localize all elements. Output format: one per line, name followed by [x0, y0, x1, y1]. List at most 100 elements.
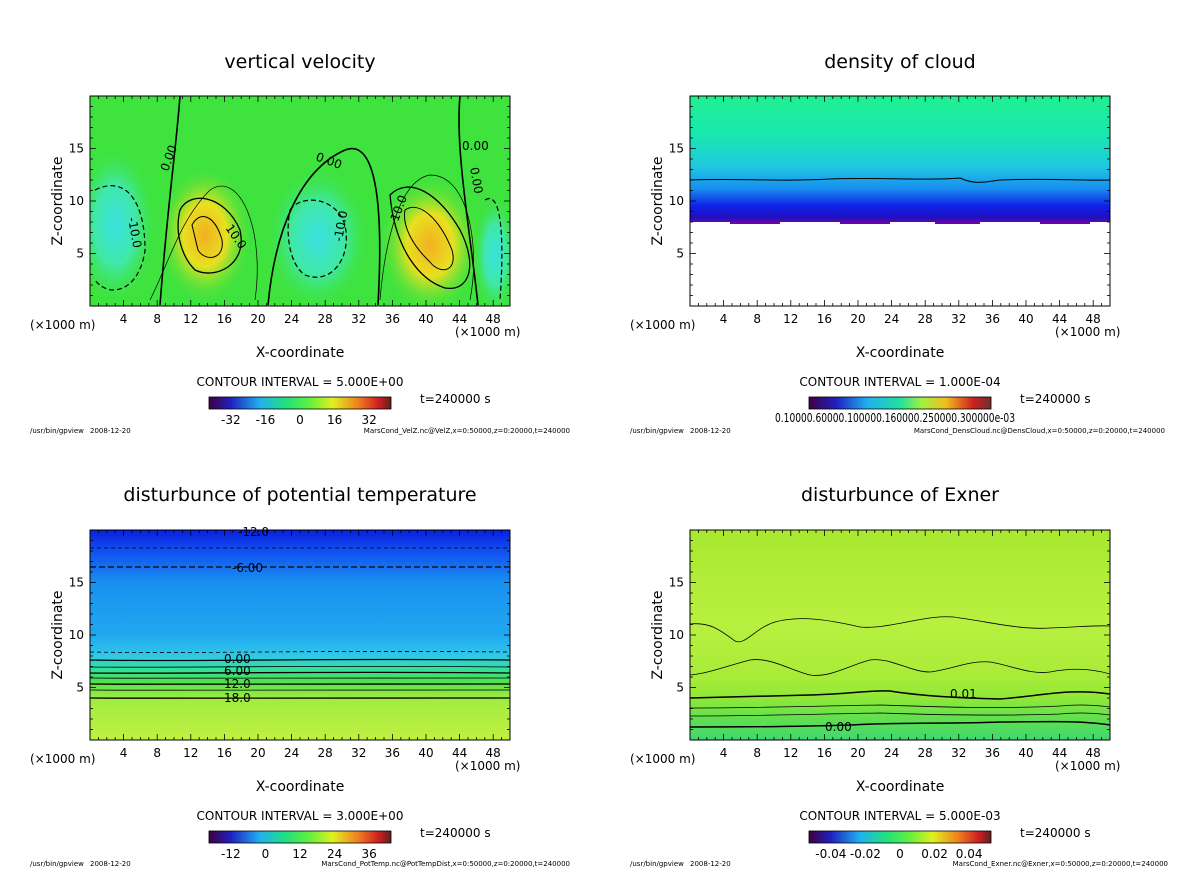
x-unit-right: (×1000 m): [455, 325, 520, 339]
colorbar-tick-label: -32: [221, 413, 241, 427]
contour-label: 6.00: [224, 664, 251, 678]
x-tick-label: 28: [918, 746, 933, 760]
x-tick-label: 32: [351, 312, 366, 326]
colorbar-tick-label: 0: [262, 847, 270, 861]
colorbar-ticks: -32 -16 0 16 32: [221, 413, 377, 427]
x-unit-right: (×1000 m): [455, 759, 520, 773]
x-tick-label: 28: [918, 312, 933, 326]
y-tick-label: 15: [69, 142, 84, 156]
colorbar-tick-label: -0.04: [815, 847, 846, 861]
time-label: t=240000 s: [1020, 392, 1091, 406]
contour-label: 0.00: [224, 652, 251, 666]
x-tick-label: 36: [385, 312, 400, 326]
colorbar-ticks: -12 0 12 24 36: [221, 847, 377, 861]
x-tick-label: 12: [183, 312, 198, 326]
colorbar-tick-label: 32: [362, 413, 377, 427]
y-tick-label: 5: [676, 681, 684, 695]
app-path: /usr/bin/gpview: [630, 860, 684, 868]
x-tick-label: 28: [318, 312, 333, 326]
colorbar-tick-label: 0.02: [921, 847, 948, 861]
x-tick-label: 4: [120, 312, 128, 326]
colorbar-tick-label: 0.04: [956, 847, 983, 861]
chart-title: disturbunce of potential temperature: [123, 484, 476, 506]
colorbar-tick-label: 0: [896, 847, 904, 861]
x-unit-right: (×1000 m): [1055, 759, 1120, 773]
date: 2008-12-20: [690, 427, 731, 435]
x-tick-label: 32: [351, 746, 366, 760]
footer-source: MarsCond_Exner.nc@Exner,x=0:50000,z=0:20…: [953, 860, 1168, 868]
contour-label: 0.00: [462, 139, 489, 153]
footer-source: MarsCond_PotTemp.nc@PotTempDist,x=0:5000…: [321, 860, 570, 868]
x-tick-label: 4: [720, 746, 728, 760]
x-tick-label: 44: [452, 312, 467, 326]
x-tick-label: 24: [884, 746, 899, 760]
x-tick-label: 16: [217, 746, 232, 760]
footer-source: MarsCond_DensCloud.nc@DensCloud,x=0:5000…: [914, 427, 1165, 435]
y-tick-label: 15: [669, 142, 684, 156]
y-tick-label: 10: [69, 194, 84, 208]
x-unit-left: (×1000 m): [30, 318, 95, 332]
panel-vertical-velocity: 0.00 0.00 0.00 0.00 10.0 10.0 -10.0 -10.…: [30, 51, 570, 435]
contour-label: 0.01: [950, 687, 977, 701]
y-axis-label: Z-coordinate: [650, 590, 666, 679]
colorbar-ticks: -0.04 -0.02 0 0.02 0.04: [815, 847, 982, 861]
x-tick-label: 40: [418, 746, 433, 760]
contour-interval: CONTOUR INTERVAL = 3.000E+00: [197, 809, 404, 823]
y-tick-label: 10: [69, 628, 84, 642]
x-tick-label: 8: [153, 746, 161, 760]
field-exner: [690, 530, 1110, 740]
x-tick-label: 4: [120, 746, 128, 760]
x-unit-right: (×1000 m): [1055, 325, 1120, 339]
panel-potential-temperature: -12.0 -6.00 0.00 6.00 12.0 18.0 4 8 12 16 20…: [30, 484, 570, 868]
colorbar-tick-label: 0: [296, 413, 304, 427]
x-tick-label: 8: [753, 746, 761, 760]
chart-title: vertical velocity: [224, 51, 375, 73]
y-axis-label: Z-coordinate: [50, 590, 66, 679]
x-tick-label: 12: [783, 312, 798, 326]
chart-title: disturbunce of Exner: [801, 484, 999, 506]
colorbar: [208, 830, 392, 844]
y-tick-label: 10: [669, 628, 684, 642]
x-tick-label: 36: [385, 746, 400, 760]
x-unit-left: (×1000 m): [30, 752, 95, 766]
y-axis-label: Z-coordinate: [650, 156, 666, 245]
x-tick-label: 44: [1052, 746, 1067, 760]
x-axis-label: X-coordinate: [856, 345, 945, 361]
colorbar-tick-label: 24: [327, 847, 342, 861]
x-tick-label: 16: [817, 746, 832, 760]
date: 2008-12-20: [90, 427, 131, 435]
app-path: /usr/bin/gpview: [30, 427, 84, 435]
x-tick-label: 48: [486, 746, 501, 760]
colorbar-tick-label: 12: [292, 847, 307, 861]
x-tick-label: 48: [1086, 746, 1101, 760]
colorbar: [208, 396, 392, 410]
x-tick-label: 24: [284, 312, 299, 326]
contour-label: -12.0: [238, 525, 269, 539]
x-tick-label: 32: [951, 312, 966, 326]
x-tick-label: 16: [217, 312, 232, 326]
x-tick-label: 40: [1018, 746, 1033, 760]
x-tick-label: 20: [250, 746, 265, 760]
colorbar: [808, 396, 992, 410]
x-tick-label: 20: [850, 746, 865, 760]
footer-source: MarsCond_VelZ.nc@VelZ,x=0:50000,z=0:2000…: [364, 427, 570, 435]
colorbar-tick-label: -0.02: [850, 847, 881, 861]
app-path: /usr/bin/gpview: [630, 427, 684, 435]
contour-label: -6.00: [232, 561, 263, 575]
x-unit-left: (×1000 m): [630, 318, 695, 332]
y-tick-label: 15: [669, 576, 684, 590]
x-tick-label: 32: [951, 746, 966, 760]
x-unit-left: (×1000 m): [630, 752, 695, 766]
x-tick-label: 24: [884, 312, 899, 326]
x-tick-label: 12: [183, 746, 198, 760]
date: 2008-12-20: [690, 860, 731, 868]
contour-label: 0.00: [467, 166, 485, 195]
x-tick-label: 40: [418, 312, 433, 326]
colorbar-tick-label: 16: [327, 413, 342, 427]
contour-label: 12.0: [224, 677, 251, 691]
